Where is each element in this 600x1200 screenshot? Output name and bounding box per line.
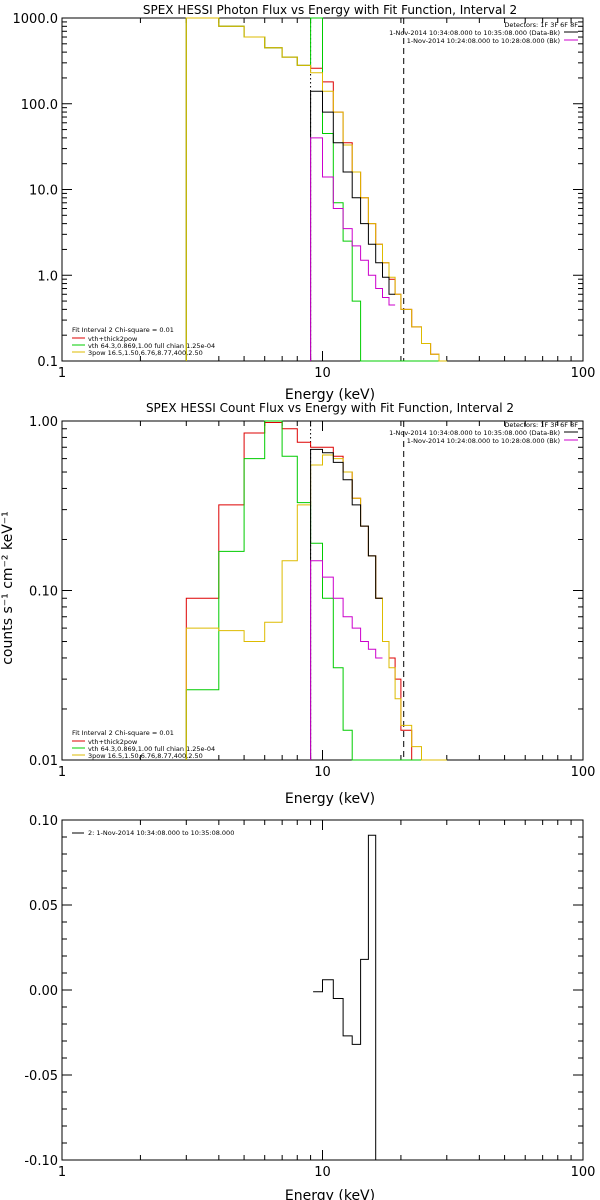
legend-left-entry: vth 64.3,0.869,1.00 full chian 1.25e-04 (88, 342, 215, 350)
x-tick-label: 10 (314, 366, 331, 381)
y-tick-label: 0.05 (29, 899, 58, 914)
x-tick-label: 100 (571, 1165, 596, 1180)
y-tick-label: 1.0 (37, 269, 58, 284)
y-tick-label: -0.10 (24, 1154, 58, 1169)
detectors-label: Detectors: 1F 3F 6F 8F (504, 21, 578, 29)
x-tick-label: 1 (58, 366, 66, 381)
series-line-4 (310, 137, 396, 361)
legend-left-head: Fit Interval 2 Chi-square = 0.01 (72, 326, 174, 334)
legend-left-head: Fit Interval 2 Chi-square = 0.01 (72, 729, 174, 737)
x-tick-label: 10 (314, 1165, 331, 1180)
panel-title: SPEX HESSI Count Flux vs Energy with Fit… (146, 401, 514, 415)
y-axis-label: counts s⁻¹ cm⁻² keV⁻¹ (0, 511, 16, 665)
legend-right-entry: 1-Nov-2014 10:34:08.000 to 10:35:08.000 … (389, 429, 560, 437)
y-tick-label: 0.1 (37, 355, 58, 370)
y-tick-label: -0.05 (24, 1069, 58, 1084)
x-axis-label: Energy (keV) (285, 387, 375, 403)
legend-left-entry: 3pow 16.5,1.50,6.76,8.77,400,2.50 (88, 349, 203, 357)
x-tick-label: 100 (571, 366, 596, 381)
legend-left-entry: vth+thick2pow (88, 738, 138, 746)
legend-left-head: 2: 1-Nov-2014 10:34:08.000 to 10:35:08.0… (88, 829, 234, 837)
x-tick-label: 1 (58, 765, 66, 780)
photon-flux-panel: SPEX HESSI Photon Flux vs Energy with Fi… (13, 3, 596, 403)
legend-right-entry: 1-Nov-2014 10:24:08.000 to 10:28:08.000 … (407, 37, 560, 45)
x-axis-label: Energy (keV) (285, 1188, 375, 1200)
series-line-0 (313, 834, 397, 1161)
legend-right-entry: 1-Nov-2014 10:24:08.000 to 10:28:08.000 … (407, 437, 560, 445)
legend-left-entry: 3pow 16.5,1.50,6.76,8.77,400,2.50 (88, 752, 203, 760)
panel-title: SPEX HESSI Photon Flux vs Energy with Fi… (143, 3, 517, 17)
legend-left-entry: vth 64.3,0.869,1.00 full chian 1.25e-04 (88, 745, 215, 753)
series-line-3 (310, 448, 383, 760)
y-tick-label: 100.0 (21, 98, 58, 113)
y-tick-label: 1.00 (29, 415, 58, 430)
x-tick-label: 1 (58, 1165, 66, 1180)
series-line-1 (185, 420, 447, 761)
series-line-2 (185, 454, 447, 761)
series-line-0 (185, 422, 447, 761)
count-flux-panel: SPEX HESSI Count Flux vs Energy with Fit… (0, 401, 595, 807)
legend-right-entry: 1-Nov-2014 10:34:08.000 to 10:35:08.000 … (389, 29, 560, 37)
y-tick-label: 0.00 (29, 984, 58, 999)
y-tick-label: 0.01 (29, 754, 58, 769)
y-tick-label: 0.10 (29, 814, 58, 829)
y-tick-label: 0.10 (29, 585, 58, 600)
y-tick-label: 1000.0 (13, 12, 59, 27)
legend-left-entry: vth+thick2pow (88, 335, 138, 343)
detectors-label: Detectors: 1F 3F 6F 8F (504, 421, 578, 429)
x-axis-label: Energy (keV) (285, 791, 375, 807)
series-line-2 (185, 17, 447, 362)
series-line-3 (310, 90, 396, 361)
residuals-panel: Energy (keV) 2: 1-Nov-2014 10:34:08.000 … (24, 814, 595, 1200)
y-tick-label: 10.0 (29, 184, 58, 199)
series-line-4 (310, 560, 383, 760)
x-tick-label: 10 (314, 765, 331, 780)
x-tick-label: 100 (571, 765, 596, 780)
